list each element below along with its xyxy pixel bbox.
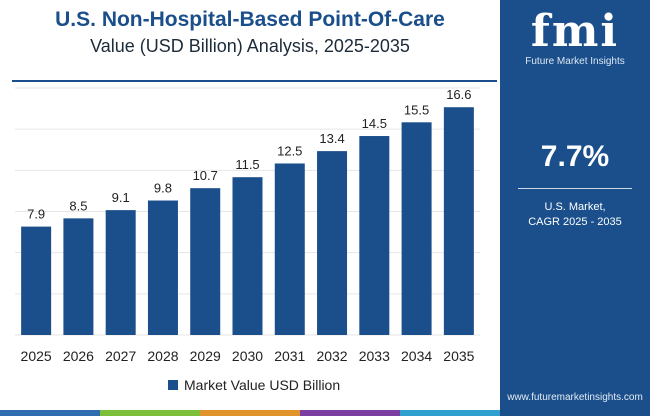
logo-tagline: Future Market Insights bbox=[525, 56, 625, 67]
cagr-label-line2: CAGR 2025 - 2035 bbox=[528, 216, 622, 228]
title-divider bbox=[12, 80, 497, 82]
website-link[interactable]: www.futuremarketinsights.com bbox=[507, 392, 643, 403]
x-tick-label: 2029 bbox=[190, 348, 221, 364]
bar-2035 bbox=[443, 107, 474, 335]
bar-2032 bbox=[317, 151, 348, 335]
bar-2026 bbox=[63, 218, 94, 335]
chart-title-line2: Value (USD Billion) Analysis, 2025-2035 bbox=[90, 36, 410, 56]
data-label: 7.9 bbox=[27, 207, 45, 222]
right-info-panel: fmi Future Market Insights 7.7% U.S. Mar… bbox=[500, 0, 650, 416]
bar-2034 bbox=[401, 122, 432, 335]
cagr-label-line1: U.S. Market, bbox=[544, 201, 606, 213]
bottom-strip-segment bbox=[300, 410, 400, 416]
bar-2030 bbox=[232, 177, 263, 335]
data-label: 13.4 bbox=[319, 131, 344, 146]
bottom-strip-segment bbox=[400, 410, 500, 416]
bottom-strip-segment bbox=[200, 410, 300, 416]
logo-letters: fmi bbox=[530, 6, 620, 57]
bar-2027 bbox=[105, 210, 136, 335]
panel-divider bbox=[518, 188, 632, 189]
x-tick-label: 2026 bbox=[63, 348, 94, 364]
bar-2028 bbox=[147, 200, 178, 335]
bar-2033 bbox=[359, 136, 390, 335]
bottom-strip-segment bbox=[100, 410, 200, 416]
x-tick-label: 2025 bbox=[21, 348, 52, 364]
x-tick-label: 2030 bbox=[232, 348, 263, 364]
chart-title-line1: U.S. Non-Hospital-Based Point-Of-Care bbox=[55, 8, 445, 31]
legend-label: Market Value USD Billion bbox=[184, 377, 341, 393]
x-tick-label: 2027 bbox=[105, 348, 136, 364]
x-tick-label: 2033 bbox=[359, 348, 390, 364]
x-tick-label: 2035 bbox=[443, 348, 474, 364]
bar-2029 bbox=[190, 188, 221, 335]
x-tick-label: 2034 bbox=[401, 348, 432, 364]
data-label: 12.5 bbox=[277, 143, 302, 158]
data-label: 11.5 bbox=[235, 157, 259, 172]
chart-legend: Market Value USD Billion bbox=[168, 377, 340, 393]
data-label: 16.6 bbox=[446, 87, 471, 102]
data-label: 10.7 bbox=[193, 168, 218, 183]
legend-swatch bbox=[168, 380, 178, 390]
data-label: 9.8 bbox=[154, 181, 172, 196]
cagr-label: U.S. Market, CAGR 2025 - 2035 bbox=[500, 200, 650, 230]
data-label: 8.5 bbox=[69, 198, 87, 213]
cagr-value: 7.7% bbox=[540, 140, 610, 173]
x-tick-label: 2032 bbox=[316, 348, 347, 364]
data-label: 9.1 bbox=[112, 190, 130, 205]
x-tick-label: 2028 bbox=[147, 348, 178, 364]
fmi-logo: fmi Future Market Insights bbox=[520, 6, 630, 68]
bar-chart: 7.9 2025 8.5 2026 9.1 2027 9.8 2028 10.7 2029 11.5… bbox=[15, 87, 480, 364]
bottom-strip-segment bbox=[0, 410, 100, 416]
data-label: 15.5 bbox=[404, 102, 429, 117]
bar-2025 bbox=[21, 226, 52, 335]
x-tick-label: 2031 bbox=[274, 348, 305, 364]
data-label: 14.5 bbox=[362, 116, 387, 131]
bar-2031 bbox=[274, 163, 305, 335]
bottom-color-strip bbox=[0, 410, 500, 416]
